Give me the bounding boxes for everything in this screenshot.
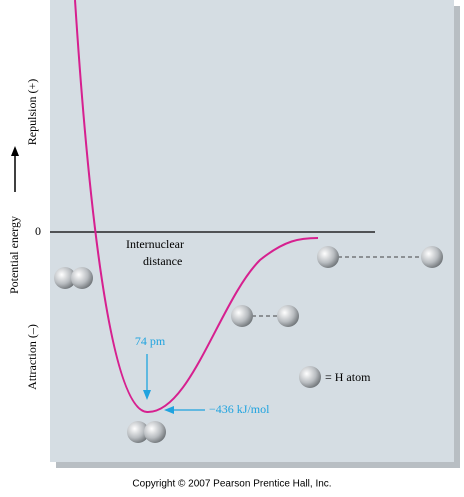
atom [317,246,339,268]
y-arrow-head [11,146,19,156]
bond-energy-label: −436 kJ/mol [209,402,270,416]
atom [71,267,93,289]
attraction-label: Attraction (–) [25,324,39,390]
panel [50,0,454,462]
x-label: Internuclear [126,237,184,251]
zero-label: 0 [35,224,41,238]
bond-length-label: 74 pm [135,334,166,348]
y-axis-label: Potential energy [7,216,21,294]
atom [231,305,253,327]
legend-atom [299,366,321,388]
copyright: Copyright © 2007 Pearson Prentice Hall, … [132,479,331,490]
atom [277,305,299,327]
atom [421,246,443,268]
atom [144,421,166,443]
x-label: distance [143,254,182,268]
repulsion-label: Repulsion (+) [25,79,39,145]
diagram: Repulsion (+) Potential energy Attractio… [0,0,464,497]
legend-label: = H atom [325,370,371,384]
